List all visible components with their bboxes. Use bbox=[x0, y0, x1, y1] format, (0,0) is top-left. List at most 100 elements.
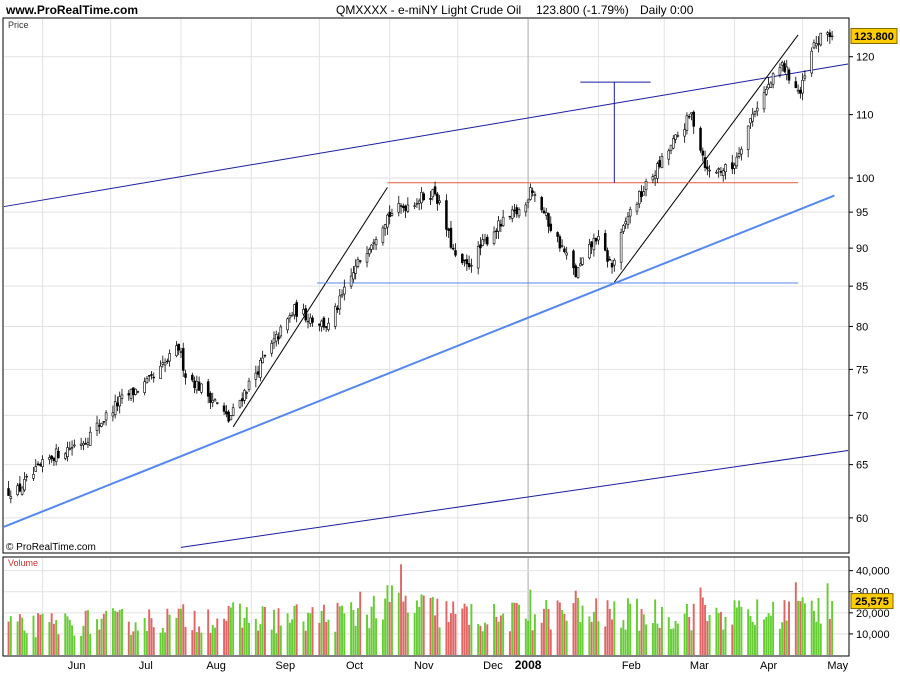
volume-bar bbox=[658, 627, 661, 655]
volume-bar bbox=[722, 629, 725, 655]
volume-bar bbox=[513, 602, 516, 655]
volume-bar bbox=[223, 618, 226, 655]
candle-body bbox=[200, 383, 203, 393]
volume-bar bbox=[354, 625, 357, 655]
candle-body bbox=[740, 148, 743, 155]
candle-body bbox=[222, 405, 226, 412]
volume-bar bbox=[547, 609, 550, 655]
candle-body bbox=[461, 253, 464, 264]
candle-body bbox=[724, 164, 727, 173]
candle-body bbox=[23, 479, 26, 491]
volume-bar bbox=[343, 613, 346, 655]
candle-body bbox=[828, 32, 832, 38]
candle-body bbox=[295, 302, 298, 317]
volume-bar bbox=[143, 617, 146, 655]
candle-body bbox=[206, 381, 210, 397]
candle-body bbox=[247, 380, 251, 390]
volume-bar bbox=[667, 617, 670, 655]
volume-bar bbox=[629, 603, 632, 655]
volume-bar bbox=[815, 621, 818, 655]
volume-bar bbox=[626, 598, 629, 655]
volume-panel[interactable]: Volume bbox=[2, 556, 850, 657]
candle-body bbox=[658, 160, 661, 167]
candle-body bbox=[603, 233, 607, 251]
volume-bar bbox=[511, 602, 514, 655]
candle-body bbox=[708, 169, 711, 172]
candle-body bbox=[70, 447, 74, 449]
candle-body bbox=[113, 401, 117, 415]
candle-body bbox=[358, 260, 362, 262]
trendline-channel-lower[interactable] bbox=[180, 449, 849, 548]
volume-bar bbox=[590, 622, 593, 655]
candle-body bbox=[338, 295, 342, 310]
candle-body bbox=[590, 241, 593, 248]
candle-body bbox=[413, 205, 416, 207]
volume-bar bbox=[207, 609, 210, 655]
volume-bar bbox=[502, 613, 505, 655]
candle-body bbox=[574, 265, 578, 277]
volume-bar bbox=[334, 631, 337, 655]
price-panel[interactable]: Price © ProRealTime.com bbox=[2, 17, 850, 554]
volume-bar bbox=[731, 624, 734, 655]
volume-bar bbox=[263, 606, 266, 655]
date-axis-label: Sep bbox=[276, 660, 296, 672]
candle-body bbox=[592, 237, 596, 251]
trendline-steep-trend-1[interactable] bbox=[232, 187, 388, 428]
volume-bar bbox=[493, 603, 496, 655]
candle-body bbox=[191, 374, 194, 381]
price-axis-tick-label: 80 bbox=[856, 321, 868, 333]
volume-bar bbox=[688, 616, 691, 655]
candle-body bbox=[572, 250, 575, 269]
trendline-support-trend[interactable] bbox=[3, 194, 835, 528]
volume-bar bbox=[111, 608, 114, 655]
volume-bar bbox=[368, 628, 371, 655]
candle-body bbox=[581, 257, 584, 265]
volume-bar bbox=[531, 630, 534, 655]
volume-bar bbox=[304, 630, 307, 655]
date-axis-label: 2008 bbox=[515, 658, 542, 672]
volume-bar bbox=[495, 616, 498, 655]
site-label[interactable]: www.ProRealTime.com bbox=[5, 3, 138, 17]
candle-body bbox=[780, 62, 784, 66]
volume-bar bbox=[356, 608, 359, 655]
candle-body bbox=[397, 203, 401, 213]
candle-body bbox=[533, 194, 537, 196]
volume-bar bbox=[381, 619, 384, 655]
candle-body bbox=[526, 199, 530, 203]
candle-body bbox=[803, 75, 807, 79]
candle-body bbox=[692, 111, 695, 127]
volume-bar bbox=[241, 627, 244, 655]
volume-bar bbox=[34, 637, 37, 655]
volume-bar bbox=[73, 635, 76, 655]
volume-bar bbox=[66, 616, 69, 655]
candle-body bbox=[796, 89, 800, 92]
volume-bar bbox=[352, 610, 355, 655]
candle-body bbox=[163, 362, 167, 366]
candle-body bbox=[558, 236, 562, 249]
candle-body bbox=[256, 371, 260, 375]
candle-body bbox=[767, 84, 770, 89]
candle-body bbox=[365, 253, 369, 263]
candle-body bbox=[18, 483, 22, 492]
volume-bar bbox=[533, 614, 536, 655]
volume-bar bbox=[527, 620, 530, 655]
candle-body bbox=[563, 248, 566, 253]
volume-bar bbox=[445, 601, 448, 655]
candle-body bbox=[368, 249, 371, 255]
candle-body bbox=[778, 67, 782, 76]
candle-body bbox=[447, 228, 450, 231]
candle-body bbox=[404, 205, 407, 211]
volume-bar bbox=[817, 598, 820, 655]
volume-bar bbox=[71, 625, 74, 655]
volume-bar bbox=[769, 615, 772, 655]
date-axis-label: Feb bbox=[622, 660, 641, 672]
candle-body bbox=[302, 309, 305, 315]
candle-body bbox=[755, 107, 759, 112]
date-axis-label: Mar bbox=[690, 660, 709, 672]
trendline-channel-upper[interactable] bbox=[3, 63, 849, 208]
volume-bar bbox=[706, 621, 709, 655]
volume-bar bbox=[254, 618, 257, 655]
candle-body bbox=[177, 343, 180, 351]
volume-bar bbox=[193, 610, 196, 655]
